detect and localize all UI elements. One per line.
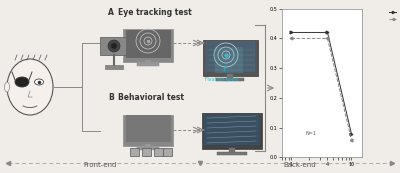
Bar	[126, 30, 170, 58]
Circle shape	[108, 40, 120, 52]
Text: Behavioral test: Behavioral test	[118, 93, 184, 102]
Beh	[289, 37, 294, 39]
Line: Elk: Elk	[290, 31, 353, 135]
Bar	[163, 148, 172, 156]
Text: Eye tracking test: Eye tracking test	[118, 8, 192, 17]
Beh	[349, 139, 354, 141]
Bar	[217, 152, 247, 155]
Bar	[100, 37, 128, 55]
Elk	[349, 133, 354, 135]
Ellipse shape	[34, 79, 44, 85]
Ellipse shape	[7, 59, 53, 115]
Bar	[137, 63, 159, 66]
Bar	[105, 65, 123, 69]
Bar	[142, 148, 151, 156]
Bar	[215, 47, 243, 73]
Bar	[123, 29, 173, 62]
Bar	[145, 60, 151, 64]
Bar	[227, 74, 233, 79]
Bar	[123, 115, 173, 146]
Circle shape	[111, 43, 117, 49]
Line: Beh: Beh	[290, 37, 353, 141]
Beh	[325, 37, 330, 39]
Legend: Elk, Beh: Elk, Beh	[387, 8, 400, 24]
Text: Front-end: Front-end	[83, 162, 117, 168]
Bar	[145, 144, 151, 148]
Text: Back-end: Back-end	[284, 162, 316, 168]
Ellipse shape	[4, 82, 10, 92]
Text: A: A	[108, 8, 114, 17]
Bar	[216, 78, 244, 81]
Elk	[289, 31, 294, 34]
Bar	[205, 41, 255, 72]
Text: Fixation point: Fixation point	[205, 66, 239, 82]
Elk	[325, 31, 330, 34]
Bar	[126, 115, 170, 142]
Bar	[130, 148, 139, 156]
Bar	[229, 148, 235, 153]
Bar	[137, 147, 159, 150]
Bar	[202, 40, 258, 76]
Bar	[154, 148, 163, 156]
Bar	[202, 113, 262, 149]
Ellipse shape	[15, 77, 29, 87]
Text: B: B	[108, 93, 114, 102]
Bar	[204, 113, 260, 145]
Text: N=1: N=1	[306, 131, 317, 136]
